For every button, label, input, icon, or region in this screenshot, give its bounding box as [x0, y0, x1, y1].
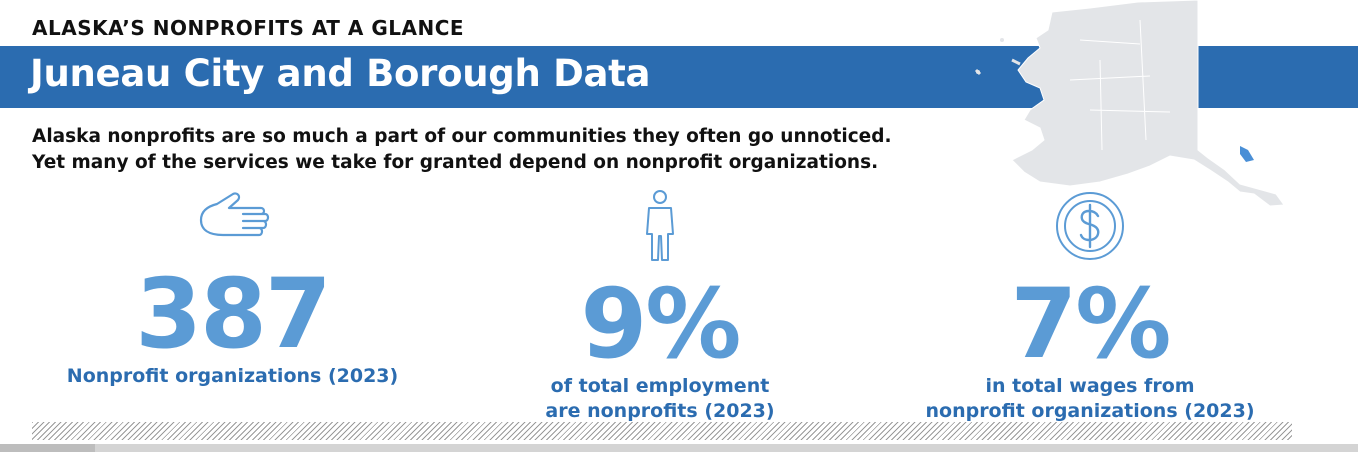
- bottom-scroll-bar: [0, 444, 1358, 452]
- person-icon: [646, 190, 674, 261]
- stat-value: 387: [135, 258, 331, 370]
- hand-icon: [199, 192, 269, 237]
- page-title: Juneau City and Borough Data: [30, 52, 651, 95]
- stat-label-line-2: are nonprofits (2023): [545, 400, 775, 422]
- intro-line-2: Yet many of the services we take for gra…: [32, 152, 879, 173]
- stat-label-line-1: of total employment: [550, 375, 770, 397]
- kicker-heading: ALASKA’S NONPROFITS AT A GLANCE: [32, 16, 465, 40]
- intro-text: Alaska nonprofits are so much a part of …: [32, 124, 892, 176]
- stat-wages: 7% in total wages from nonprofit organiz…: [920, 190, 1260, 424]
- stat-label-line-1: Nonprofit organizations (2023): [66, 365, 399, 387]
- bottom-bar-segment: [0, 444, 95, 452]
- stat-employment: 9% of total employment are nonprofits (2…: [520, 190, 800, 424]
- stat-label-line-1: in total wages from: [985, 375, 1195, 397]
- intro-line-1: Alaska nonprofits are so much a part of …: [32, 126, 892, 147]
- hatched-divider: [32, 422, 1292, 440]
- dollar-coin-icon: [1056, 192, 1124, 260]
- stat-value: 7%: [1010, 268, 1172, 380]
- stat-label-line-2: nonprofit organizations (2023): [925, 400, 1255, 422]
- stat-value: 9%: [580, 268, 742, 380]
- stat-organizations: 387 Nonprofit organizations (2023): [60, 190, 405, 389]
- alaska-map-icon: [974, 0, 1285, 207]
